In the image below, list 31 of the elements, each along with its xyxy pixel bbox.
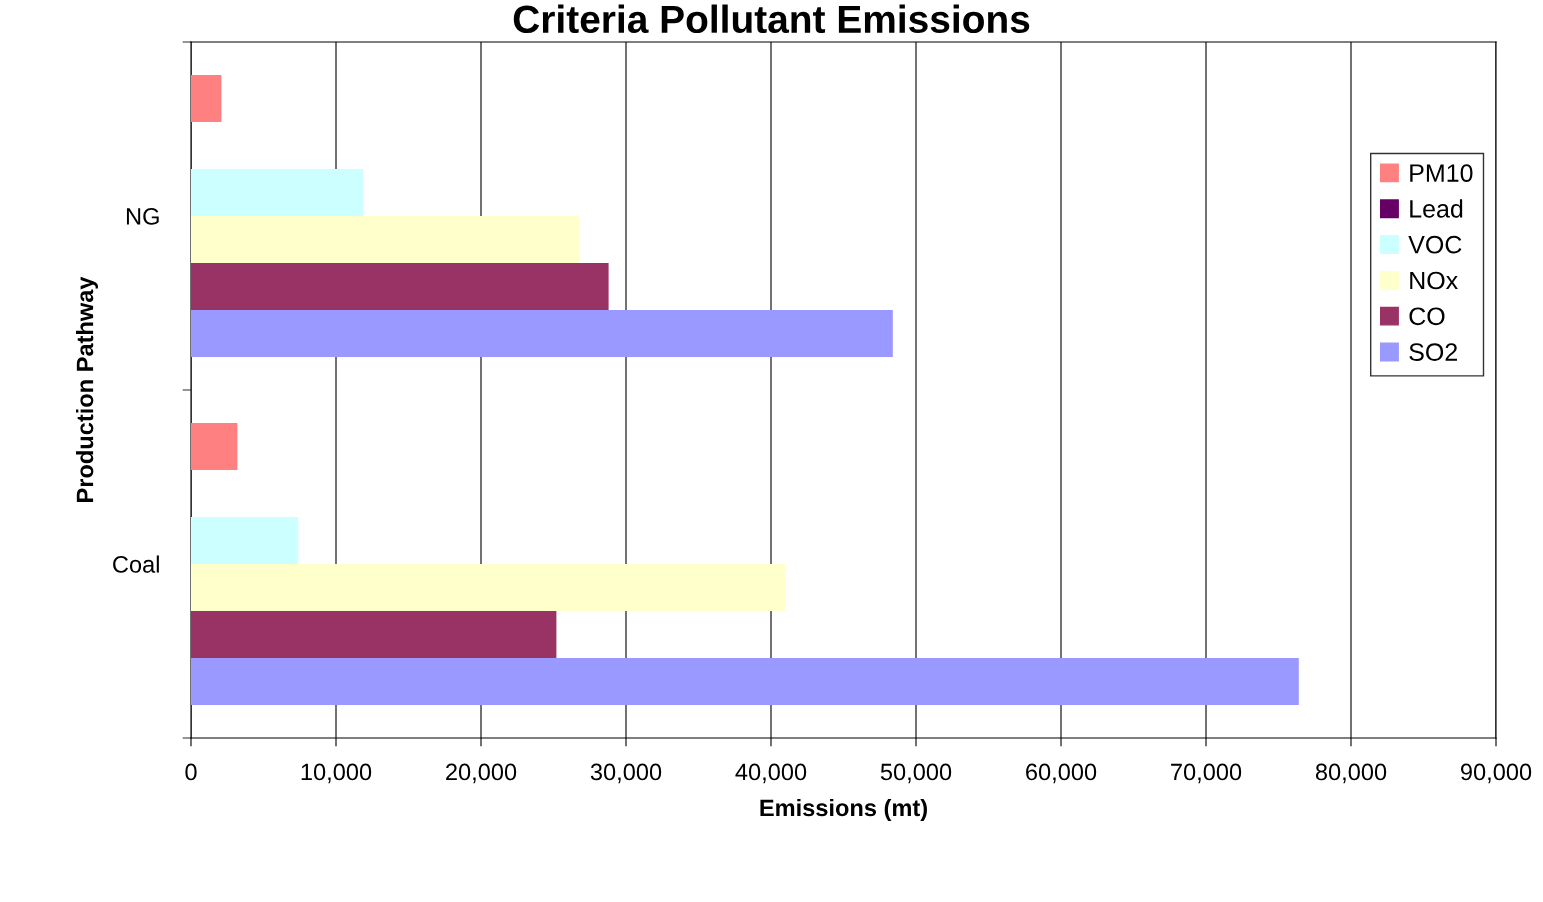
legend-label: NOx [1410, 271, 1458, 290]
bar [191, 262, 609, 310]
legend-label: PM10 [1410, 164, 1473, 182]
x-tick-label: 90,000 [1461, 763, 1532, 784]
bar [191, 610, 557, 658]
y-tick-label: NG [126, 208, 159, 225]
x-tick-label: 20,000 [446, 763, 517, 784]
y-tick-label: Coal [113, 555, 159, 573]
x-tick-label: 30,000 [590, 763, 662, 784]
bar [191, 657, 1299, 705]
bar [191, 517, 299, 564]
bar [191, 216, 580, 263]
x-tick-label: 50,000 [880, 763, 952, 784]
x-tick-label: 10,000 [301, 763, 372, 784]
legend-label: SO2 [1409, 343, 1457, 361]
bar [191, 423, 238, 471]
bar [191, 75, 222, 123]
bar [191, 564, 786, 611]
legend-label: Lead [1410, 199, 1463, 218]
bar [191, 169, 364, 216]
bar [191, 309, 893, 357]
x-axis-title: Emissions (mt) [760, 798, 927, 821]
x-tick-label: 0 [185, 763, 197, 781]
x-tick-label: 80,000 [1315, 763, 1387, 784]
legend-label: VOC [1408, 235, 1462, 254]
legend-label: CO [1409, 307, 1445, 326]
y-axis-title: Production Pathway [75, 276, 98, 502]
x-tick-label: 70,000 [1171, 763, 1242, 784]
x-tick-label: 60,000 [1026, 763, 1097, 784]
chart-title: Criteria Pollutant Emissions [513, 4, 1030, 34]
x-tick-label: 40,000 [735, 763, 807, 784]
